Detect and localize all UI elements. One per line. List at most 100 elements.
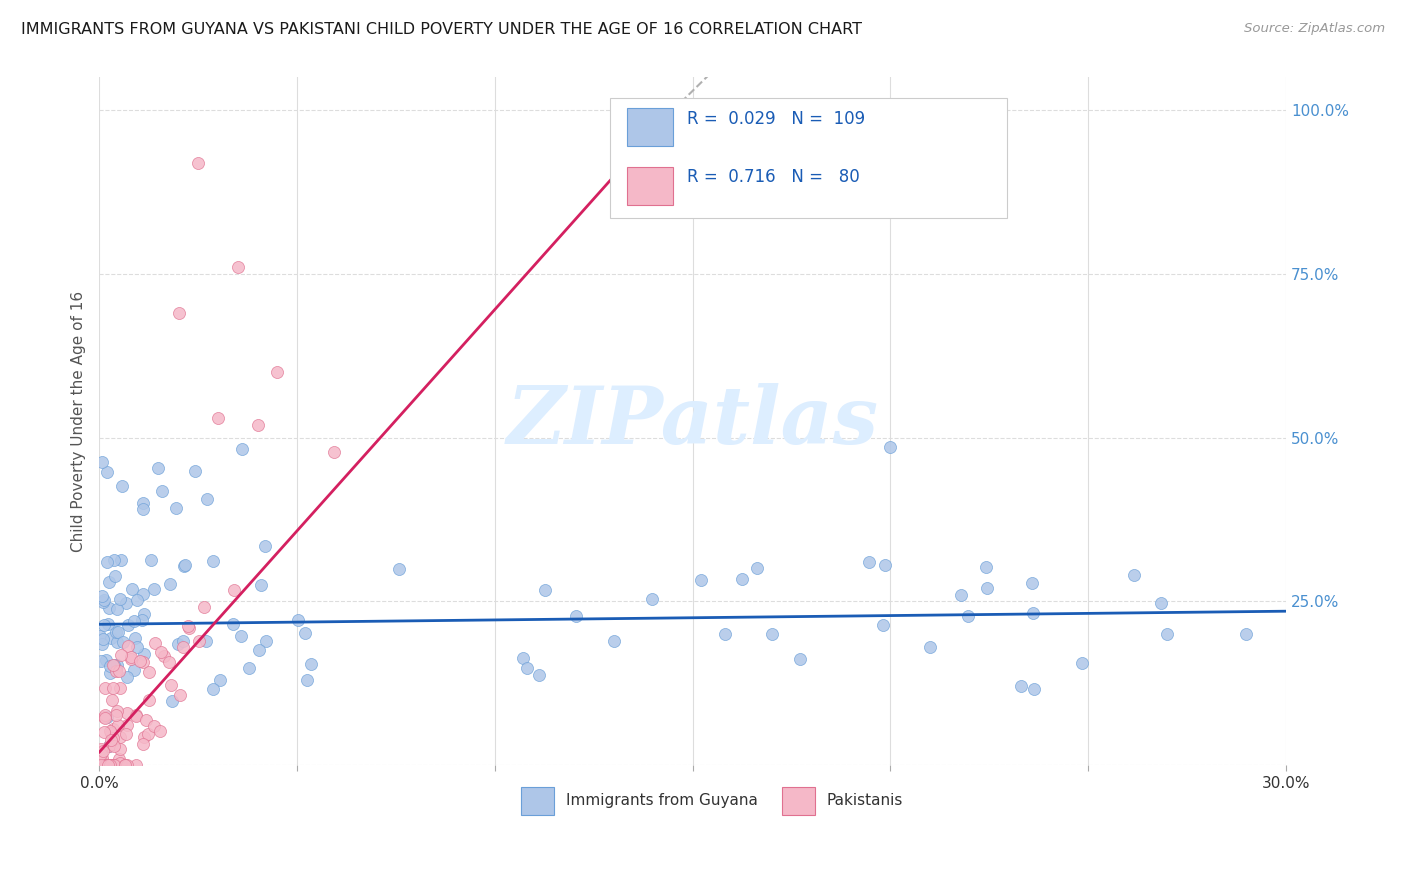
Point <box>534 582 557 597</box>
FancyBboxPatch shape <box>627 109 672 146</box>
Point <box>731 572 754 586</box>
Point <box>117 639 139 653</box>
Point <box>918 640 941 655</box>
Point <box>100 726 122 740</box>
Point <box>131 587 153 601</box>
Point <box>167 306 190 320</box>
Point <box>105 657 128 672</box>
Point <box>143 582 166 596</box>
Point <box>120 649 142 664</box>
Point <box>177 619 200 633</box>
Text: Pakistanis: Pakistanis <box>827 793 903 808</box>
Point <box>142 719 165 733</box>
Point <box>221 616 243 631</box>
Point <box>91 632 114 647</box>
Point <box>193 600 215 615</box>
Point <box>162 694 184 708</box>
FancyBboxPatch shape <box>627 167 672 204</box>
Point <box>690 574 713 588</box>
Point <box>89 629 111 643</box>
Point <box>103 722 125 736</box>
Point <box>93 725 115 739</box>
Point <box>94 711 117 725</box>
Point <box>139 553 162 567</box>
Point <box>872 617 894 632</box>
Point <box>143 636 166 650</box>
Point <box>97 758 120 772</box>
Point <box>94 758 117 772</box>
Point <box>90 589 112 603</box>
Y-axis label: Child Poverty Under the Age of 16: Child Poverty Under the Age of 16 <box>72 291 86 552</box>
Point <box>294 626 316 640</box>
Point <box>90 654 112 668</box>
Point <box>104 758 127 772</box>
Point <box>94 758 117 772</box>
Point <box>120 652 142 666</box>
Point <box>107 624 129 639</box>
Point <box>229 629 252 643</box>
Point <box>101 658 124 673</box>
Point <box>90 741 112 756</box>
Point <box>195 634 218 648</box>
Point <box>246 417 269 432</box>
Point <box>1123 567 1146 582</box>
Point <box>602 633 624 648</box>
Point <box>98 758 121 772</box>
Point <box>90 747 112 761</box>
Point <box>107 718 129 732</box>
Point <box>90 758 112 772</box>
Point <box>238 661 260 675</box>
Point <box>1021 575 1043 590</box>
Point <box>132 496 155 510</box>
Point <box>98 758 121 772</box>
Point <box>974 560 997 574</box>
Point <box>188 634 211 648</box>
Point <box>222 583 245 598</box>
Point <box>165 500 187 515</box>
Point <box>90 758 112 772</box>
Point <box>132 655 155 669</box>
Point <box>134 730 156 744</box>
Point <box>187 155 209 169</box>
Point <box>93 707 115 722</box>
Point <box>153 648 176 663</box>
Point <box>101 681 124 695</box>
Point <box>101 731 124 745</box>
Point <box>1021 606 1043 620</box>
Point <box>93 744 115 758</box>
Point <box>129 654 152 668</box>
Text: Source: ZipAtlas.com: Source: ZipAtlas.com <box>1244 22 1385 36</box>
Point <box>287 613 309 627</box>
Point <box>90 637 112 651</box>
Point <box>90 750 112 764</box>
Point <box>100 737 122 751</box>
Point <box>138 727 160 741</box>
Point <box>159 577 181 591</box>
Point <box>1150 596 1173 610</box>
Point <box>105 704 128 718</box>
Point <box>254 539 277 553</box>
Point <box>512 651 534 665</box>
Point <box>93 592 115 607</box>
FancyBboxPatch shape <box>610 98 1007 219</box>
Point <box>146 461 169 475</box>
Point <box>299 657 322 671</box>
Point <box>96 710 118 724</box>
Point <box>104 624 127 639</box>
Point <box>104 569 127 583</box>
Point <box>138 693 160 707</box>
Point <box>98 659 121 673</box>
Point <box>516 661 538 675</box>
Point <box>527 668 550 682</box>
Point <box>103 758 125 772</box>
Point <box>879 441 901 455</box>
Point <box>117 706 139 721</box>
Text: IMMIGRANTS FROM GUYANA VS PAKISTANI CHILD POVERTY UNDER THE AGE OF 16 CORRELATIO: IMMIGRANTS FROM GUYANA VS PAKISTANI CHIL… <box>21 22 862 37</box>
Point <box>103 553 125 567</box>
Point <box>115 597 138 611</box>
Point <box>111 635 134 649</box>
Point <box>97 617 120 632</box>
Point <box>209 673 232 688</box>
Point <box>110 553 132 567</box>
Point <box>207 411 229 425</box>
